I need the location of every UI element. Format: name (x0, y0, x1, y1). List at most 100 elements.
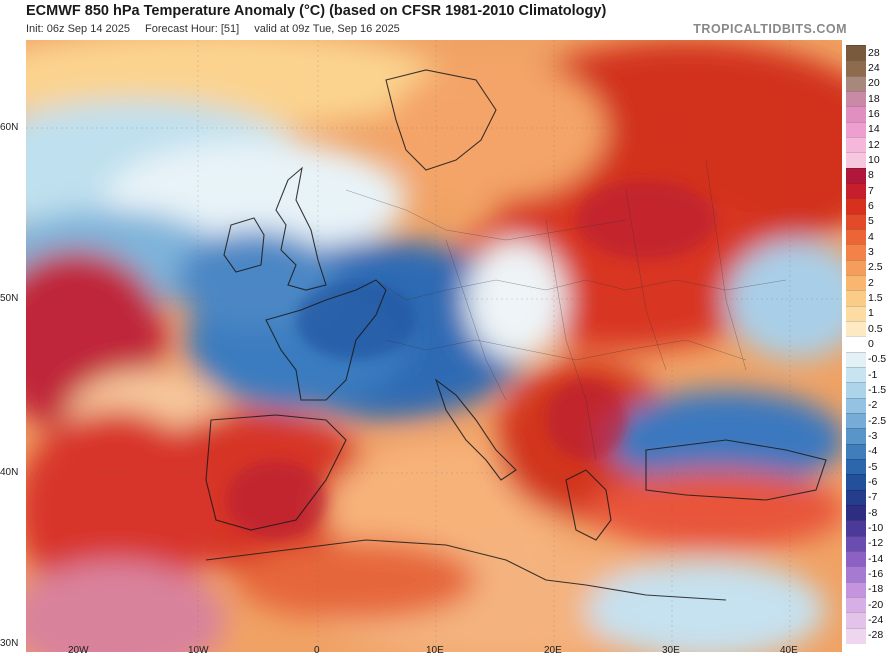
colorbar-label: -8 (868, 506, 878, 519)
colorbar-swatch (846, 612, 866, 629)
colorbar-label: -6 (868, 476, 878, 488)
colorbar-label: 18 (868, 92, 880, 105)
colorbar-swatch (846, 275, 866, 292)
colorbar-label: 24 (868, 62, 880, 74)
lon-label-40e: 40E (780, 645, 798, 656)
colorbar-swatch (846, 459, 866, 476)
colorbar-label: 3 (868, 246, 874, 258)
lat-label-40n: 40N (0, 467, 19, 478)
colorbar-swatch (846, 45, 866, 62)
colorbar-legend: 28 24 20 18 16 14 12 10 8 7 6 5 4 3 2.5 2 1.5 1 0.5 0 -0.5 -1… (846, 40, 891, 652)
lon-label-10w: 10W (188, 645, 209, 656)
forecast-hour: Forecast Hour: [51] (145, 23, 240, 35)
init-time: Init: 06z Sep 14 2025 (26, 23, 130, 35)
brand-watermark: TROPICALTIDBITS.COM (693, 22, 847, 36)
colorbar-swatch (846, 581, 866, 598)
scandinavia-outline (385, 69, 497, 171)
colorbar-swatch (846, 183, 866, 200)
colorbar-label: -4 (868, 445, 878, 458)
colorbar-swatch (846, 213, 866, 230)
italy-outline (434, 378, 517, 481)
lat-label-30n: 30N (0, 638, 19, 649)
lon-label-30e: 30E (662, 645, 680, 656)
colorbar-label: -5 (868, 460, 878, 473)
colorbar-label: -24 (868, 614, 884, 626)
colorbar-swatch (846, 60, 866, 77)
lon-label-10e: 10E (426, 645, 444, 656)
borders (345, 159, 787, 461)
france-outline (265, 279, 387, 401)
colorbar-swatch (846, 382, 866, 399)
colorbar-swatch (846, 627, 866, 644)
chart-header: ECMWF 850 hPa Temperature Anomaly (°C) (… (0, 0, 891, 40)
colorbar-label: -28 (868, 629, 884, 642)
colorbar-swatch (846, 535, 866, 552)
colorbar-label: -20 (868, 598, 884, 611)
colorbar-swatch (846, 121, 866, 138)
colorbar-label: 20 (868, 77, 880, 90)
colorbar-label: 8 (868, 169, 874, 182)
colorbar-label: -14 (868, 552, 884, 565)
coastlines (205, 69, 827, 601)
colorbar-label: 4 (868, 230, 874, 243)
colorbar-swatch (846, 474, 866, 491)
colorbar-label: -2.5 (868, 414, 887, 427)
map-subtitle: Init: 06z Sep 14 2025 Forecast Hour: [51… (26, 23, 412, 35)
colorbar-swatch (846, 167, 866, 184)
greece-outline (565, 469, 612, 541)
map-title: ECMWF 850 hPa Temperature Anomaly (°C) (… (26, 3, 607, 19)
colorbar-swatch (846, 198, 866, 215)
colorbar-label: 1.5 (868, 292, 883, 304)
map-canvas (26, 40, 842, 652)
colorbar-label: -3 (868, 430, 878, 442)
colorbar-label: 1 (868, 307, 874, 320)
colorbar-label: 12 (868, 138, 880, 151)
colorbar-label: 6 (868, 200, 874, 212)
colorbar-label: 2 (868, 276, 874, 289)
colorbar-swatch (846, 244, 866, 261)
colorbar-label: -16 (868, 568, 884, 580)
colorbar-swatch (846, 321, 866, 338)
colorbar-label: 2.5 (868, 261, 883, 274)
colorbar-swatch (846, 336, 866, 353)
colorbar-label: -2 (868, 399, 878, 412)
colorbar-swatch (846, 520, 866, 537)
lat-label-60n: 60N (0, 122, 19, 133)
colorbar-label: -1 (868, 368, 878, 381)
colorbar-swatch (846, 305, 866, 322)
colorbar-swatch (846, 106, 866, 123)
latitude-axis: 60N 50N 40N 30N (0, 40, 26, 652)
colorbar-label: 5 (868, 215, 874, 228)
graticule (26, 40, 842, 652)
colorbar-swatch (846, 137, 866, 154)
colorbar-swatch (846, 443, 866, 460)
colorbar-label: -1.5 (868, 384, 887, 396)
colorbar-swatch (846, 566, 866, 583)
colorbar-label: 16 (868, 108, 880, 120)
colorbar-swatch (846, 397, 866, 414)
colorbar-swatch (846, 367, 866, 384)
colorbar-label: 14 (868, 123, 880, 136)
valid-time: valid at 09z Tue, Sep 16 2025 (254, 23, 400, 35)
colorbar-label: 10 (868, 154, 880, 166)
iberia-outline (205, 414, 347, 531)
colorbar-swatch (846, 229, 866, 246)
lat-label-50n: 50N (0, 293, 19, 304)
ireland-outline (223, 217, 265, 273)
colorbar-label: -10 (868, 522, 884, 534)
longitude-axis: 20W 10W 0 10E 20E 30E 40E (26, 645, 842, 656)
colorbar-swatch (846, 413, 866, 430)
colorbar-swatch (846, 259, 866, 276)
colorbar-label: 28 (868, 46, 880, 59)
anomaly-map[interactable] (26, 40, 842, 652)
colorbar-swatch (846, 351, 866, 368)
colorbar-label: -18 (868, 583, 884, 596)
colorbar-label: 7 (868, 184, 874, 197)
colorbar-label: 0.5 (868, 322, 883, 335)
great-britain-outline (275, 166, 327, 291)
colorbar-swatch (846, 428, 866, 445)
colorbar-label: -12 (868, 537, 884, 550)
lon-label-20w: 20W (68, 645, 89, 656)
colorbar-swatch (846, 91, 866, 108)
lon-label-20e: 20E (544, 645, 562, 656)
